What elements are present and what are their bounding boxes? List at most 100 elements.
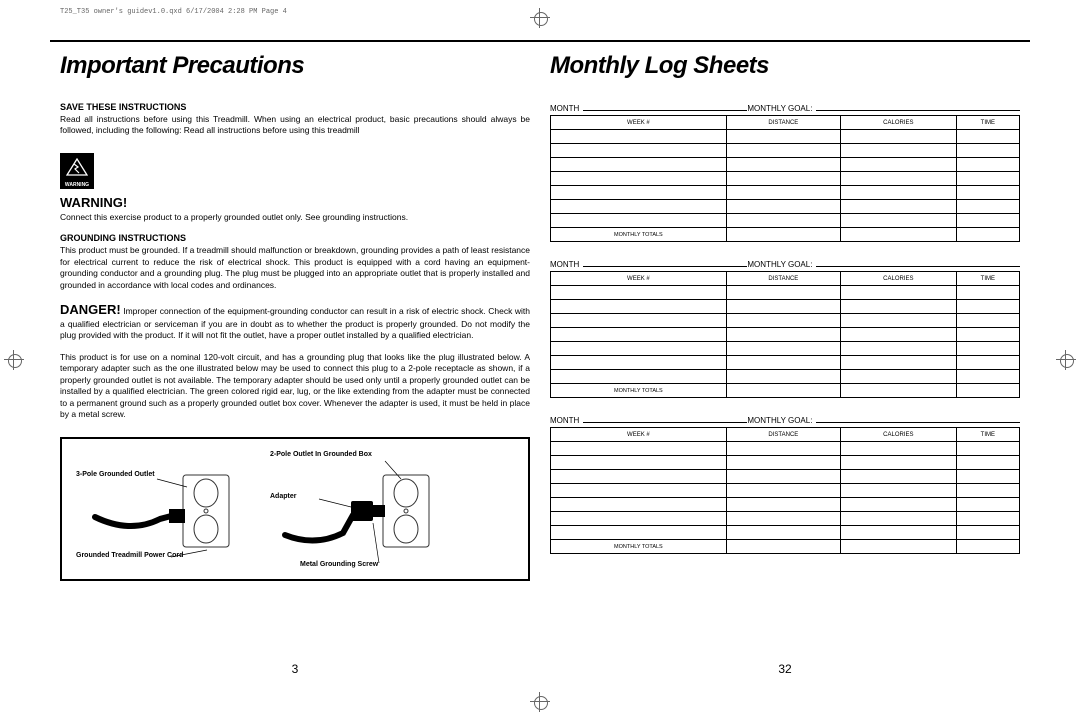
- table-row[interactable]: [551, 314, 1020, 328]
- log-cell[interactable]: [726, 526, 840, 540]
- table-row[interactable]: [551, 512, 1020, 526]
- log-cell[interactable]: [956, 300, 1019, 314]
- log-cell[interactable]: [726, 144, 840, 158]
- log-cell[interactable]: [726, 498, 840, 512]
- totals-cell[interactable]: [841, 384, 957, 398]
- log-cell[interactable]: [726, 286, 840, 300]
- log-cell[interactable]: [956, 214, 1019, 228]
- log-cell[interactable]: [841, 356, 957, 370]
- log-cell[interactable]: [551, 512, 727, 526]
- totals-cell[interactable]: [726, 540, 840, 554]
- log-cell[interactable]: [841, 456, 957, 470]
- log-cell[interactable]: [841, 172, 957, 186]
- log-cell[interactable]: [726, 442, 840, 456]
- log-cell[interactable]: [551, 370, 727, 384]
- log-cell[interactable]: [551, 314, 727, 328]
- log-cell[interactable]: [726, 328, 840, 342]
- log-cell[interactable]: [551, 172, 727, 186]
- log-cell[interactable]: [726, 200, 840, 214]
- log-cell[interactable]: [841, 442, 957, 456]
- log-cell[interactable]: [956, 328, 1019, 342]
- table-row[interactable]: [551, 356, 1020, 370]
- log-cell[interactable]: [956, 356, 1019, 370]
- log-cell[interactable]: [551, 498, 727, 512]
- log-cell[interactable]: [551, 300, 727, 314]
- log-cell[interactable]: [841, 328, 957, 342]
- table-row[interactable]: [551, 498, 1020, 512]
- goal-field-line[interactable]: [816, 102, 1020, 111]
- log-cell[interactable]: [841, 200, 957, 214]
- log-cell[interactable]: [726, 356, 840, 370]
- totals-cell[interactable]: [841, 228, 957, 242]
- log-cell[interactable]: [956, 526, 1019, 540]
- month-field-line[interactable]: [583, 414, 747, 423]
- log-cell[interactable]: [956, 286, 1019, 300]
- log-cell[interactable]: [956, 186, 1019, 200]
- log-cell[interactable]: [551, 456, 727, 470]
- log-cell[interactable]: [841, 498, 957, 512]
- log-cell[interactable]: [551, 130, 727, 144]
- log-cell[interactable]: [726, 456, 840, 470]
- table-row[interactable]: [551, 442, 1020, 456]
- log-cell[interactable]: [551, 342, 727, 356]
- table-row[interactable]: [551, 214, 1020, 228]
- log-cell[interactable]: [956, 484, 1019, 498]
- log-cell[interactable]: [551, 328, 727, 342]
- log-cell[interactable]: [956, 470, 1019, 484]
- log-cell[interactable]: [726, 484, 840, 498]
- table-row[interactable]: [551, 484, 1020, 498]
- table-row[interactable]: [551, 286, 1020, 300]
- log-cell[interactable]: [841, 512, 957, 526]
- log-cell[interactable]: [726, 158, 840, 172]
- table-row[interactable]: [551, 470, 1020, 484]
- log-cell[interactable]: [726, 512, 840, 526]
- log-cell[interactable]: [726, 172, 840, 186]
- log-cell[interactable]: [956, 342, 1019, 356]
- log-cell[interactable]: [956, 130, 1019, 144]
- log-cell[interactable]: [841, 286, 957, 300]
- log-cell[interactable]: [956, 144, 1019, 158]
- table-row[interactable]: [551, 328, 1020, 342]
- log-cell[interactable]: [551, 356, 727, 370]
- month-field-line[interactable]: [583, 102, 747, 111]
- log-cell[interactable]: [841, 186, 957, 200]
- totals-cell[interactable]: [956, 540, 1019, 554]
- log-cell[interactable]: [841, 470, 957, 484]
- log-cell[interactable]: [726, 470, 840, 484]
- log-cell[interactable]: [841, 214, 957, 228]
- log-cell[interactable]: [956, 442, 1019, 456]
- log-cell[interactable]: [551, 526, 727, 540]
- log-cell[interactable]: [551, 484, 727, 498]
- log-cell[interactable]: [726, 370, 840, 384]
- log-cell[interactable]: [841, 130, 957, 144]
- totals-cell[interactable]: [726, 384, 840, 398]
- table-row[interactable]: [551, 186, 1020, 200]
- log-cell[interactable]: [551, 470, 727, 484]
- log-cell[interactable]: [726, 186, 840, 200]
- log-cell[interactable]: [551, 144, 727, 158]
- log-cell[interactable]: [956, 456, 1019, 470]
- table-row[interactable]: [551, 130, 1020, 144]
- log-cell[interactable]: [956, 172, 1019, 186]
- log-cell[interactable]: [726, 314, 840, 328]
- log-cell[interactable]: [841, 370, 957, 384]
- table-row[interactable]: [551, 456, 1020, 470]
- log-cell[interactable]: [841, 144, 957, 158]
- log-cell[interactable]: [841, 484, 957, 498]
- log-cell[interactable]: [551, 200, 727, 214]
- goal-field-line[interactable]: [816, 258, 1020, 267]
- log-cell[interactable]: [726, 300, 840, 314]
- log-cell[interactable]: [841, 300, 957, 314]
- log-cell[interactable]: [551, 186, 727, 200]
- table-row[interactable]: [551, 526, 1020, 540]
- log-cell[interactable]: [551, 286, 727, 300]
- totals-cell[interactable]: [956, 228, 1019, 242]
- log-cell[interactable]: [726, 214, 840, 228]
- log-cell[interactable]: [956, 512, 1019, 526]
- month-field-line[interactable]: [583, 258, 747, 267]
- totals-cell[interactable]: [726, 228, 840, 242]
- goal-field-line[interactable]: [816, 414, 1020, 423]
- log-cell[interactable]: [551, 214, 727, 228]
- log-cell[interactable]: [726, 342, 840, 356]
- log-cell[interactable]: [551, 158, 727, 172]
